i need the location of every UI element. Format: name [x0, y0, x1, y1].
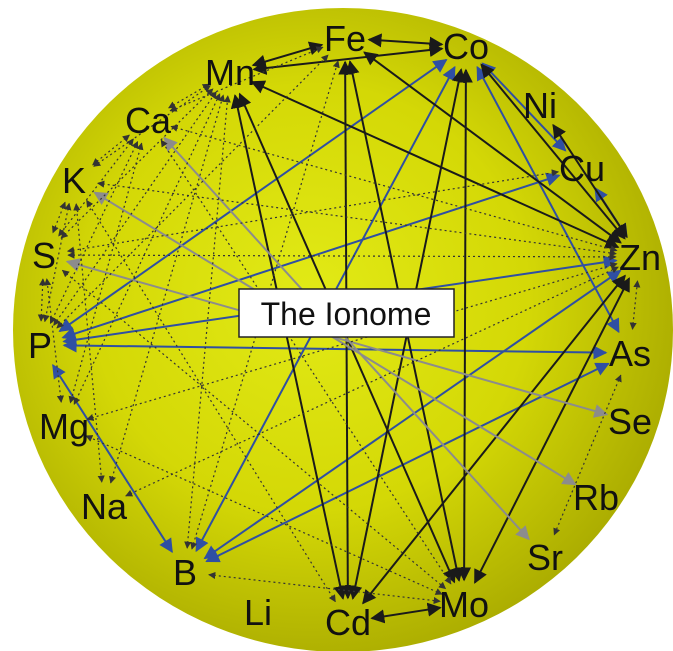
node-as: As — [609, 333, 651, 374]
edge-s-p — [37, 278, 47, 322]
node-sr: Sr — [527, 537, 563, 578]
node-b: B — [173, 552, 197, 593]
node-rb: Rb — [573, 477, 619, 518]
node-k: K — [62, 160, 86, 201]
node-fe: Fe — [324, 18, 366, 59]
node-zn: Zn — [619, 237, 661, 278]
edge-as-zn — [629, 280, 641, 330]
node-p: P — [28, 325, 52, 366]
edges-layer — [37, 33, 641, 624]
node-co: Co — [443, 26, 489, 67]
center-title-box: The Ionome — [238, 288, 455, 338]
node-se: Se — [608, 401, 652, 442]
node-cu: Cu — [559, 148, 605, 189]
node-s: S — [32, 235, 56, 276]
edge-as-sr — [553, 374, 622, 536]
node-mo: Mo — [439, 584, 489, 625]
node-cd: Cd — [325, 602, 371, 643]
node-ni: Ni — [523, 85, 557, 126]
node-na: Na — [81, 486, 128, 527]
node-li: Li — [244, 592, 272, 633]
edge-cd-mo — [370, 602, 442, 624]
node-mn: Mn — [205, 52, 255, 93]
nodes-layer: Fe Co Mn Ni Ca Cu KS Zn P As Mg Se Na Rb B Sr Li Cd Mo — [28, 18, 661, 643]
center-title: The Ionome — [261, 296, 432, 332]
node-ca: Ca — [125, 100, 172, 141]
edge-p-fe — [56, 54, 329, 329]
node-mg: Mg — [39, 406, 89, 447]
edge-mg-s — [43, 278, 65, 403]
